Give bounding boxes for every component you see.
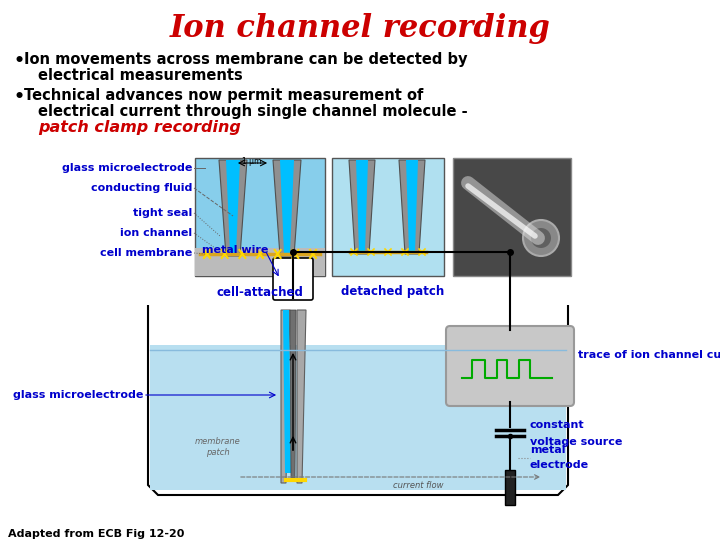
Polygon shape — [297, 310, 306, 483]
Polygon shape — [356, 160, 368, 252]
Text: patch clamp recording: patch clamp recording — [38, 120, 241, 135]
Circle shape — [531, 228, 551, 248]
Text: metal: metal — [530, 445, 565, 455]
Polygon shape — [283, 310, 291, 473]
Circle shape — [523, 220, 559, 256]
Polygon shape — [290, 310, 296, 478]
Bar — [453, 158, 571, 276]
Bar — [505, 470, 515, 505]
FancyBboxPatch shape — [273, 258, 313, 300]
Text: Adapted from ECB Fig 12-20: Adapted from ECB Fig 12-20 — [8, 529, 184, 539]
Bar — [332, 158, 444, 276]
Text: Ion movements across membrane can be detected by: Ion movements across membrane can be det… — [24, 52, 467, 67]
Bar — [150, 345, 566, 490]
Text: electrical measurements: electrical measurements — [38, 68, 243, 83]
Polygon shape — [273, 160, 301, 256]
Polygon shape — [399, 160, 425, 254]
Text: 1 μm: 1 μm — [243, 157, 261, 166]
Text: •: • — [14, 52, 25, 70]
Polygon shape — [219, 160, 247, 256]
Polygon shape — [280, 160, 294, 254]
Text: glass microelectrode: glass microelectrode — [13, 390, 143, 400]
Text: electrode: electrode — [530, 460, 589, 470]
Text: electrical current through single channel molecule -: electrical current through single channe… — [38, 104, 467, 119]
Text: Ion channel recording: Ion channel recording — [170, 12, 550, 44]
Text: metal wire: metal wire — [202, 245, 268, 255]
Text: glass microelectrode: glass microelectrode — [62, 163, 192, 173]
Bar — [195, 158, 325, 276]
Text: cell membrane: cell membrane — [100, 248, 192, 258]
Text: conducting fluid: conducting fluid — [91, 183, 192, 193]
FancyBboxPatch shape — [446, 326, 574, 406]
Text: trace of ion channel currents: trace of ion channel currents — [578, 350, 720, 360]
Polygon shape — [226, 160, 240, 254]
Text: ion channel: ion channel — [120, 228, 192, 238]
Text: constant: constant — [530, 420, 585, 430]
Text: membrane
patch: membrane patch — [195, 437, 241, 457]
Text: detached patch: detached patch — [341, 286, 445, 299]
Polygon shape — [349, 160, 375, 254]
Text: cell-attached: cell-attached — [217, 286, 303, 299]
Polygon shape — [281, 310, 290, 483]
Text: Technical advances now permit measurement of: Technical advances now permit measuremen… — [24, 88, 423, 103]
Polygon shape — [406, 160, 418, 252]
Text: voltage source: voltage source — [530, 437, 622, 447]
Bar — [195, 248, 325, 276]
Text: current flow: current flow — [392, 481, 444, 489]
Text: tight seal: tight seal — [132, 208, 192, 218]
Text: •: • — [14, 88, 25, 106]
